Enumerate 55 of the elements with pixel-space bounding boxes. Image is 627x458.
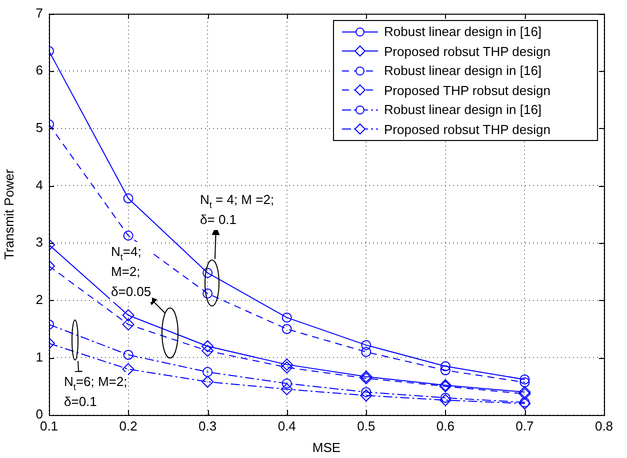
legend-label: Proposed robsut THP design bbox=[384, 122, 550, 137]
x-tick-label: 0.5 bbox=[357, 418, 376, 434]
point bbox=[520, 374, 530, 384]
point bbox=[360, 390, 372, 402]
point bbox=[520, 377, 530, 388]
y-tick-label: 4 bbox=[36, 177, 43, 192]
y-tick-label: 2 bbox=[36, 292, 43, 307]
point bbox=[122, 363, 134, 376]
point bbox=[282, 312, 292, 323]
point bbox=[361, 387, 372, 398]
point bbox=[202, 268, 213, 278]
point bbox=[282, 324, 292, 334]
point bbox=[280, 358, 293, 371]
point bbox=[361, 346, 372, 357]
point bbox=[123, 193, 134, 204]
y-tick-label: 7 bbox=[36, 5, 43, 20]
point bbox=[440, 392, 450, 403]
x-tick-label: 0.8 bbox=[594, 418, 614, 434]
x-tick-label: 0.4 bbox=[278, 418, 296, 434]
point bbox=[122, 318, 134, 330]
point bbox=[282, 378, 292, 388]
y-axis-title: Transmit Power bbox=[1, 168, 16, 260]
point bbox=[202, 288, 213, 298]
legend-label: Robust linear design in [16] bbox=[384, 63, 542, 78]
point bbox=[280, 361, 293, 374]
y-tick-label: 1 bbox=[36, 349, 43, 364]
y-tick-label: 3 bbox=[36, 234, 43, 250]
x-tick-label: 0.6 bbox=[436, 418, 454, 434]
x-tick-label: 0.7 bbox=[516, 418, 534, 434]
annotation: N$_{t}$ = 4; M =2; δ= 0.1 bbox=[199, 190, 276, 230]
point bbox=[122, 309, 134, 322]
y-tick-label: 6 bbox=[36, 62, 43, 78]
point bbox=[202, 367, 213, 378]
point bbox=[520, 397, 530, 408]
annotation: N$_{t}$=4; M=2; δ=0.05 bbox=[110, 242, 152, 302]
point bbox=[202, 340, 214, 352]
point bbox=[123, 350, 134, 360]
point bbox=[280, 383, 293, 396]
legend-label: Robust linear design in [16] bbox=[384, 102, 542, 118]
x-tick-label: 0.2 bbox=[119, 418, 138, 434]
point bbox=[440, 365, 450, 376]
y-tick-label: 5 bbox=[36, 120, 43, 136]
x-axis-title: MSE bbox=[312, 440, 341, 455]
legend-label: Proposed THP robsut design bbox=[384, 82, 550, 98]
point bbox=[361, 340, 372, 350]
point bbox=[202, 344, 214, 357]
point bbox=[202, 376, 214, 388]
x-tick-label: 0.3 bbox=[198, 418, 217, 434]
legend-label: Proposed robsut THP design bbox=[384, 44, 550, 59]
point bbox=[123, 230, 134, 241]
point bbox=[439, 394, 452, 406]
legend-label: Robust linear design in [16] bbox=[384, 24, 542, 40]
annotation: N$_{t}$=6; M=2; δ=0.1 bbox=[63, 372, 128, 412]
point bbox=[518, 398, 531, 410]
point bbox=[440, 361, 450, 372]
